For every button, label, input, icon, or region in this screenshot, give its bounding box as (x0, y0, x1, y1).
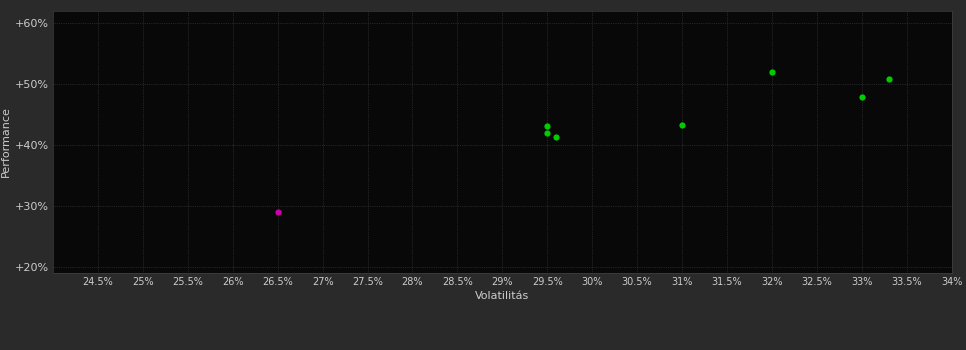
X-axis label: Volatilitás: Volatilitás (475, 291, 529, 301)
Y-axis label: Performance: Performance (1, 106, 11, 177)
